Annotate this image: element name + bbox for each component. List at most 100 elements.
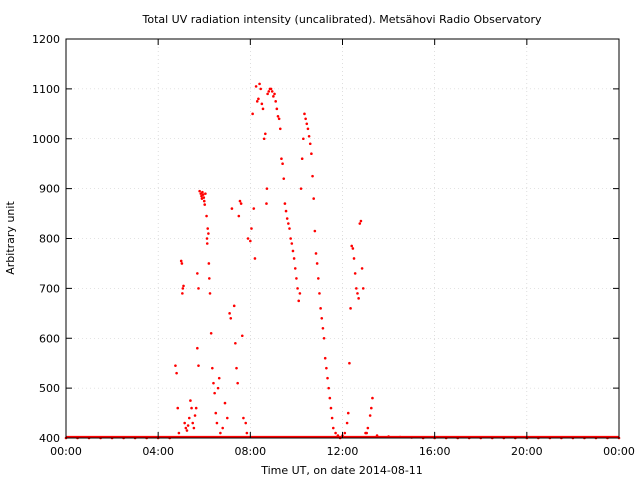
data-point (228, 312, 231, 315)
data-point (273, 92, 276, 96)
data-point (175, 371, 178, 375)
data-point (334, 431, 337, 435)
data-point (255, 100, 259, 103)
data-point (180, 262, 184, 265)
data-point (287, 222, 290, 225)
data-point (185, 429, 189, 432)
data-point (323, 356, 327, 360)
y-tick-label: 700 (39, 282, 60, 295)
data-point (265, 187, 269, 190)
data-point (353, 272, 357, 275)
x-tick-label: 12:00 (327, 445, 359, 458)
data-point (237, 214, 241, 218)
data-point (350, 244, 354, 248)
data-point (244, 421, 248, 425)
data-point (207, 262, 211, 265)
data-point (276, 115, 280, 118)
data-point (366, 426, 370, 430)
data-point (280, 157, 283, 160)
data-point (205, 214, 208, 218)
data-point (202, 199, 206, 203)
data-point (331, 426, 335, 430)
data-point (249, 239, 252, 243)
data-point (297, 299, 301, 303)
data-point (239, 202, 243, 205)
data-point (196, 346, 199, 350)
x-tick-label: 00:00 (50, 445, 82, 458)
data-point (308, 142, 312, 146)
data-point (246, 237, 250, 240)
y-tick-label: 1100 (32, 83, 60, 96)
y-tick-label: 800 (39, 233, 60, 246)
data-point (298, 292, 302, 295)
data-point (302, 137, 305, 141)
chart-title: Total UV radiation intensity (uncalibrat… (142, 13, 542, 26)
data-point (209, 331, 213, 335)
x-tick-label: 08:00 (234, 445, 266, 458)
data-point (225, 416, 229, 420)
data-point (349, 307, 352, 310)
data-point (291, 249, 295, 253)
data-point (196, 272, 199, 275)
data-point (306, 127, 310, 131)
data-point (289, 237, 292, 240)
data-points (64, 82, 621, 440)
data-point (198, 189, 201, 193)
data-point (295, 277, 298, 280)
data-point (272, 95, 275, 98)
data-point (290, 242, 294, 245)
data-point (208, 277, 211, 280)
data-point (177, 431, 181, 435)
data-point (293, 267, 297, 270)
data-point (197, 287, 200, 290)
y-tick-label: 400 (39, 432, 60, 445)
data-point (221, 426, 224, 430)
data-point (303, 112, 306, 116)
data-point (182, 284, 185, 288)
data-point (217, 376, 221, 380)
data-point (320, 317, 324, 320)
data-point (236, 381, 239, 385)
data-point (328, 396, 332, 400)
data-point (179, 259, 183, 263)
data-point (281, 162, 284, 165)
x-tick-label: 00:00 (603, 445, 635, 458)
y-tick-label: 900 (39, 183, 60, 196)
data-point (270, 90, 274, 93)
data-point (325, 366, 328, 370)
data-point (368, 414, 372, 417)
y-tick-label: 1200 (32, 33, 60, 46)
data-point (202, 196, 206, 199)
data-point (345, 421, 349, 425)
data-point (304, 117, 307, 121)
data-point (300, 157, 304, 160)
data-point (284, 209, 288, 213)
data-point (254, 85, 258, 88)
data-point (285, 217, 289, 220)
y-tick-label: 600 (39, 332, 60, 345)
data-point (192, 426, 196, 430)
data-point (211, 366, 214, 370)
data-point (326, 376, 329, 380)
data-point (283, 202, 287, 205)
data-point (307, 134, 311, 138)
data-point (204, 192, 207, 195)
data-point (292, 257, 296, 260)
data-point (235, 366, 238, 370)
data-point (232, 304, 236, 308)
data-point (282, 177, 286, 180)
data-point (194, 406, 198, 410)
data-point (257, 97, 260, 101)
x-tick-label: 04:00 (142, 445, 174, 458)
data-point (197, 364, 200, 367)
data-point (266, 92, 269, 96)
data-point (242, 416, 245, 420)
data-point (206, 227, 210, 230)
data-point (275, 107, 279, 111)
data-point (311, 174, 314, 178)
y-axis-ticks: 400 500 600 700 800 900 1000 1100 1200 (32, 33, 619, 445)
data-point (371, 396, 374, 400)
data-point (189, 399, 192, 402)
grid-lines (66, 39, 619, 438)
